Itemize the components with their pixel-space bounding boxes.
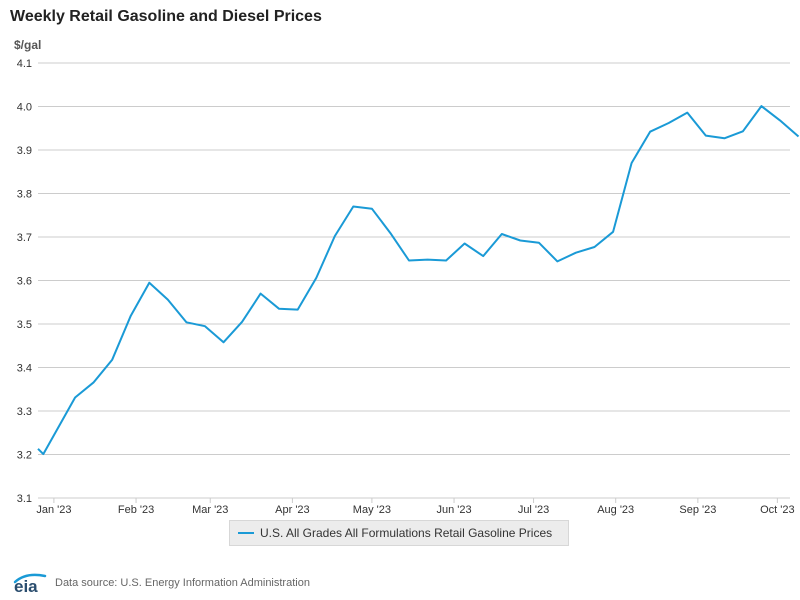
y-tick-label: 3.6 — [17, 276, 32, 288]
x-tick-label: Feb '23 — [118, 504, 154, 516]
x-tick-label: Mar '23 — [192, 504, 228, 516]
y-tick-label: 3.8 — [17, 189, 32, 201]
legend[interactable]: U.S. All Grades All Formulations Retail … — [229, 520, 569, 546]
x-tick-label: Apr '23 — [275, 504, 310, 516]
x-tick-label: Jul '23 — [518, 504, 549, 516]
legend-swatch — [238, 532, 254, 534]
x-tick-label: Jan '23 — [36, 504, 71, 516]
x-tick-label: Aug '23 — [597, 504, 634, 516]
y-tick-label: 3.3 — [17, 406, 32, 418]
y-tick-label: 4.1 — [17, 58, 32, 70]
x-tick-label: Sep '23 — [679, 504, 716, 516]
y-tick-label: 4.0 — [17, 102, 32, 114]
data-source-text: Data source: U.S. Energy Information Adm… — [55, 577, 310, 589]
y-tick-label: 3.1 — [17, 493, 32, 505]
y-tick-label: 3.7 — [17, 232, 32, 244]
svg-text:eia: eia — [14, 577, 38, 594]
y-tick-label: 3.4 — [17, 363, 32, 375]
y-axis-units: $/gal — [14, 38, 42, 52]
y-tick-label: 3.5 — [17, 319, 32, 331]
series-line — [37, 105, 800, 456]
x-tick-label: May '23 — [353, 504, 391, 516]
chart-title: Weekly Retail Gasoline and Diesel Prices — [10, 8, 322, 25]
y-tick-label: 3.2 — [17, 450, 32, 462]
y-tick-label: 3.9 — [17, 145, 32, 157]
footer: eia — [12, 566, 48, 594]
x-tick-label: Jun '23 — [436, 504, 471, 516]
line-chart: 3.1 3.2 3.3 3.4 3.5 3.6 3.7 3.8 3.9 4.0 4.1 Jan '23… — [17, 58, 800, 516]
legend-label: U.S. All Grades All Formulations Retail … — [260, 526, 553, 540]
x-tick-label: Oct '23 — [760, 504, 795, 516]
eia-logo-icon: eia — [13, 573, 47, 594]
